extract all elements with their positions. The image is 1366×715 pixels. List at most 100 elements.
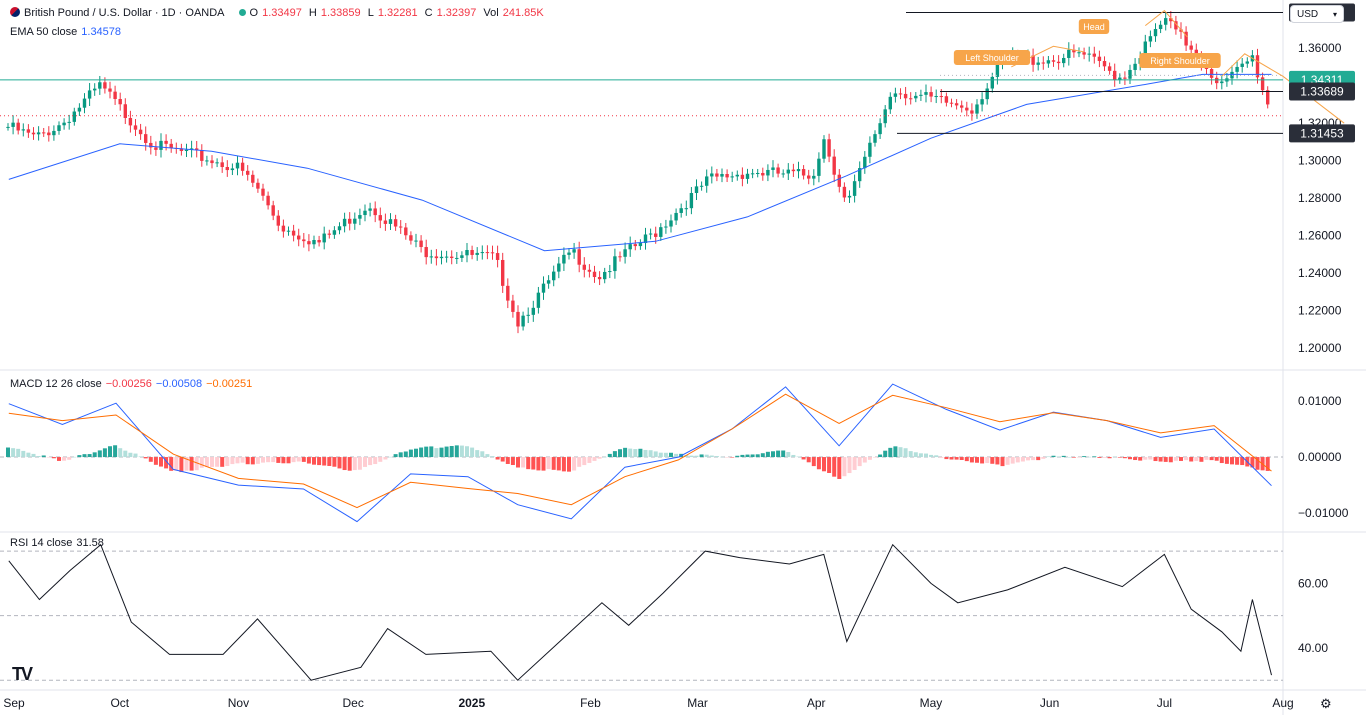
candle xyxy=(77,107,82,112)
macd-bar xyxy=(873,457,877,458)
candle xyxy=(995,62,1000,77)
macd-bar xyxy=(485,454,490,458)
candle xyxy=(531,307,535,315)
macd-bar xyxy=(470,447,475,458)
currency-selector[interactable]: USD ▾ xyxy=(1290,5,1344,23)
candle xyxy=(985,88,989,100)
macd-bar xyxy=(439,447,444,458)
candle xyxy=(516,311,520,327)
macd-bar xyxy=(1112,456,1117,458)
candle xyxy=(1072,49,1076,53)
macd-bar xyxy=(342,457,347,471)
macd-bar xyxy=(674,453,679,458)
macd-bar xyxy=(174,457,179,471)
candle xyxy=(144,134,148,143)
candle xyxy=(210,160,214,164)
candle xyxy=(960,105,964,108)
candle xyxy=(582,264,586,270)
macd-bar xyxy=(1133,457,1138,461)
left-shoulder-annotation-box xyxy=(953,50,1031,65)
macd-bar xyxy=(230,457,235,465)
time-axis-label: Sep xyxy=(3,696,25,710)
macd-bar xyxy=(852,457,857,470)
market-status-icon xyxy=(238,9,246,16)
candle xyxy=(847,195,852,198)
price-tick-label: 1.36000 xyxy=(1298,41,1342,55)
macd-bar xyxy=(903,448,908,458)
candle xyxy=(990,76,994,89)
candle xyxy=(103,82,107,89)
candle xyxy=(1051,60,1056,62)
candle xyxy=(903,93,908,99)
candle xyxy=(659,227,663,237)
left-shoulder-annotation: Left Shoulder xyxy=(965,53,1019,63)
candle xyxy=(118,98,122,105)
candle xyxy=(924,92,928,95)
macd-bar xyxy=(419,447,424,458)
macd-bar xyxy=(225,457,230,467)
macd-bar xyxy=(1102,457,1107,458)
candle xyxy=(439,256,444,259)
candle xyxy=(664,226,668,228)
macd-bar xyxy=(924,453,928,458)
macd-bar xyxy=(1138,457,1143,461)
macd-bar xyxy=(516,457,520,468)
macd-histogram xyxy=(6,445,1270,479)
candle xyxy=(322,233,326,243)
macd-bar xyxy=(240,457,245,463)
candle xyxy=(934,96,938,98)
macd-bar xyxy=(663,452,668,458)
macd-bar xyxy=(1097,457,1102,458)
macd-bar xyxy=(41,455,46,458)
price-axis-badge xyxy=(1289,124,1355,143)
candle xyxy=(337,226,342,231)
candle xyxy=(475,252,479,255)
macd-bar xyxy=(1148,457,1153,460)
tradingview-logo-icon[interactable]: TV xyxy=(12,664,33,684)
macd-bar xyxy=(628,448,633,458)
candle xyxy=(735,174,739,177)
open-label: O xyxy=(249,7,259,19)
macd-bar xyxy=(398,452,403,458)
rsi-tick-label: 60.00 xyxy=(1298,576,1328,590)
macd-bar xyxy=(97,450,102,458)
macd-bar xyxy=(378,457,383,462)
macd-bar xyxy=(102,448,107,458)
macd-bar xyxy=(653,451,658,458)
candle xyxy=(383,220,388,224)
macd-bar xyxy=(1173,457,1178,461)
candle xyxy=(1266,90,1270,105)
candle xyxy=(93,88,97,91)
candle xyxy=(694,186,699,194)
macd-bar xyxy=(77,455,82,458)
macd-bar xyxy=(179,457,184,473)
macd-bar xyxy=(776,450,781,458)
macd-bar xyxy=(92,452,97,458)
macd-bar xyxy=(878,454,883,458)
ema50-line xyxy=(8,73,1272,252)
macd-bar xyxy=(1153,457,1158,462)
macd-bar xyxy=(118,448,123,458)
macd-bar xyxy=(669,452,673,458)
candle xyxy=(562,254,566,264)
macd-bar xyxy=(67,457,72,460)
gear-icon[interactable]: ⚙ xyxy=(1320,696,1332,711)
macd-bar xyxy=(235,457,240,464)
macd-bar xyxy=(500,457,505,462)
macd-bar xyxy=(449,446,454,458)
macd-bar xyxy=(816,457,821,470)
rsi-legend: RSI 14 close 31.58 xyxy=(10,537,108,549)
macd-bar xyxy=(1107,457,1112,459)
candle xyxy=(791,169,796,172)
candle xyxy=(837,174,841,187)
candle xyxy=(57,125,61,131)
candle xyxy=(480,252,484,254)
macd-bar xyxy=(949,457,954,460)
macd-bar xyxy=(689,455,694,458)
candle xyxy=(842,186,847,198)
open-value: 1.33497 xyxy=(262,7,302,19)
head-annotation-box xyxy=(1078,19,1110,34)
candle xyxy=(1123,77,1127,79)
candle xyxy=(21,129,25,131)
